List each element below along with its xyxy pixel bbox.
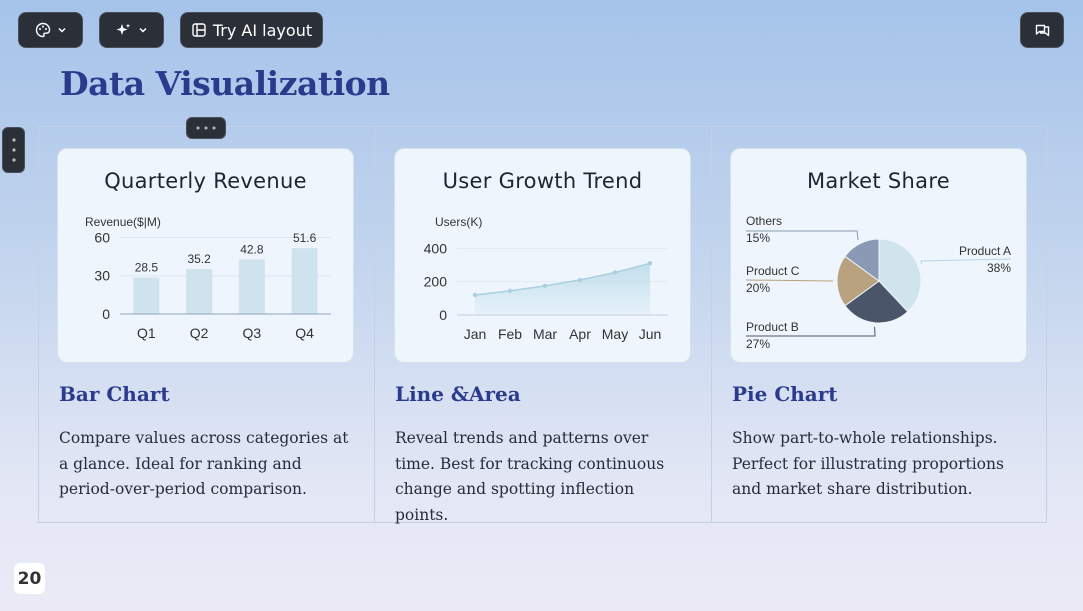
leader-line bbox=[746, 326, 876, 337]
slice-percent: 27% bbox=[746, 337, 770, 351]
x-tick-label: Apr bbox=[569, 326, 591, 342]
palette-icon bbox=[35, 22, 50, 38]
data-label: 51.6 bbox=[293, 231, 317, 245]
comments-button[interactable] bbox=[1020, 12, 1064, 48]
y-tick-label: 30 bbox=[94, 268, 110, 284]
x-tick-label: Q3 bbox=[243, 325, 262, 341]
bar bbox=[186, 269, 213, 314]
series-line bbox=[474, 262, 651, 296]
y-axis-label: Users(K) bbox=[435, 215, 482, 229]
bar-chart-title: Quarterly Revenue bbox=[104, 169, 307, 193]
page-number: 20 bbox=[14, 563, 45, 594]
x-tick-label: Feb bbox=[498, 326, 522, 342]
slice-label: Product B bbox=[746, 320, 799, 334]
pie-chart-heading: Pie Chart bbox=[732, 382, 838, 406]
try-ai-layout-label: Try AI layout bbox=[212, 20, 313, 40]
y-tick-label: 200 bbox=[424, 274, 448, 290]
slice-label: Product A bbox=[959, 244, 1011, 258]
bar-chart: Revenue($|M) 0 30 60 28.5 Q1 35.2 Q2 42.8 Q3 51.6 Q… bbox=[85, 215, 331, 341]
data-label: 28.5 bbox=[135, 261, 159, 275]
slice-label: Product C bbox=[746, 264, 800, 278]
pie-slice bbox=[844, 280, 909, 324]
line-area-description: Reveal trends and patterns over time. Be… bbox=[395, 429, 665, 524]
data-point bbox=[472, 292, 478, 298]
data-point bbox=[542, 283, 548, 289]
theme-menu-button[interactable] bbox=[18, 12, 83, 48]
leader-line bbox=[920, 258, 1012, 265]
column-divider bbox=[711, 127, 712, 522]
slice-percent: 15% bbox=[746, 231, 770, 245]
area-chart: Users(K) 0 200 400 Jan Feb Mar Apr May Jun bbox=[424, 215, 668, 342]
line-chart-card: User Growth Trend Users(K) 0 200 400 Jan Feb M… bbox=[394, 148, 691, 363]
y-tick-label: 0 bbox=[439, 307, 447, 323]
x-tick-label: Mar bbox=[533, 326, 557, 342]
column-divider bbox=[374, 127, 375, 522]
pie-slice bbox=[878, 238, 922, 313]
comment-icon bbox=[1035, 24, 1049, 36]
vertical-dots-icon bbox=[11, 138, 16, 162]
content-grid bbox=[38, 126, 1047, 523]
pie-chart-description: Show part-to-whole relationships. Perfec… bbox=[732, 429, 1004, 498]
x-tick-label: Q2 bbox=[190, 325, 209, 341]
pie-chart: Product A 38% Product B 27% Product C 20% Othe… bbox=[745, 214, 1012, 351]
block-drag-handle[interactable] bbox=[186, 117, 226, 139]
x-tick-label: May bbox=[602, 326, 628, 342]
ai-menu-button[interactable] bbox=[99, 12, 164, 48]
data-label: 35.2 bbox=[187, 252, 211, 266]
chevron-down-icon bbox=[139, 27, 147, 33]
area-fill bbox=[475, 263, 650, 315]
data-label: 42.8 bbox=[240, 242, 264, 256]
y-axis-label: Revenue($|M) bbox=[85, 215, 161, 229]
line-area-heading: Line &Area bbox=[395, 382, 521, 406]
slide-title: Data Visualization bbox=[60, 64, 390, 103]
data-point bbox=[612, 270, 618, 275]
slice-label: Others bbox=[746, 214, 782, 228]
bar-chart-card: Quarterly Revenue Revenue($|M) 0 30 60 28.5 Q… bbox=[57, 148, 354, 363]
pie-slice bbox=[836, 255, 880, 307]
bar bbox=[238, 259, 265, 314]
sparkles-icon bbox=[116, 23, 131, 35]
y-tick-label: 0 bbox=[102, 306, 110, 322]
y-tick-label: 400 bbox=[424, 240, 448, 256]
data-point bbox=[647, 261, 653, 266]
leader-line bbox=[745, 279, 834, 282]
x-tick-label: Jan bbox=[464, 326, 487, 342]
chevron-down-icon bbox=[57, 27, 66, 33]
side-drag-handle[interactable] bbox=[2, 127, 25, 173]
pie-chart-card: Market Share Product A 38% Product B 27% Pro… bbox=[730, 148, 1027, 363]
pie-chart-title: Market Share bbox=[806, 169, 951, 193]
bar bbox=[133, 277, 160, 314]
line-chart-title: User Growth Trend bbox=[442, 169, 643, 193]
slice-percent: 38% bbox=[987, 261, 1011, 275]
layout-icon bbox=[192, 23, 206, 37]
data-point bbox=[507, 288, 513, 294]
y-tick-label: 60 bbox=[94, 229, 110, 245]
horizontal-dots-icon bbox=[196, 126, 216, 130]
bar bbox=[291, 248, 318, 314]
leader-line bbox=[746, 230, 859, 241]
bar-chart-heading: Bar Chart bbox=[59, 382, 170, 406]
x-tick-label: Q4 bbox=[295, 325, 314, 341]
try-ai-layout-button[interactable]: Try AI layout bbox=[180, 12, 323, 48]
pie-slice bbox=[844, 238, 880, 282]
bar-chart-description: Compare values across categories at a gl… bbox=[59, 429, 349, 498]
x-tick-label: Q1 bbox=[137, 325, 156, 341]
slice-percent: 20% bbox=[746, 281, 770, 295]
data-point bbox=[577, 277, 583, 283]
x-tick-label: Jun bbox=[639, 326, 662, 342]
